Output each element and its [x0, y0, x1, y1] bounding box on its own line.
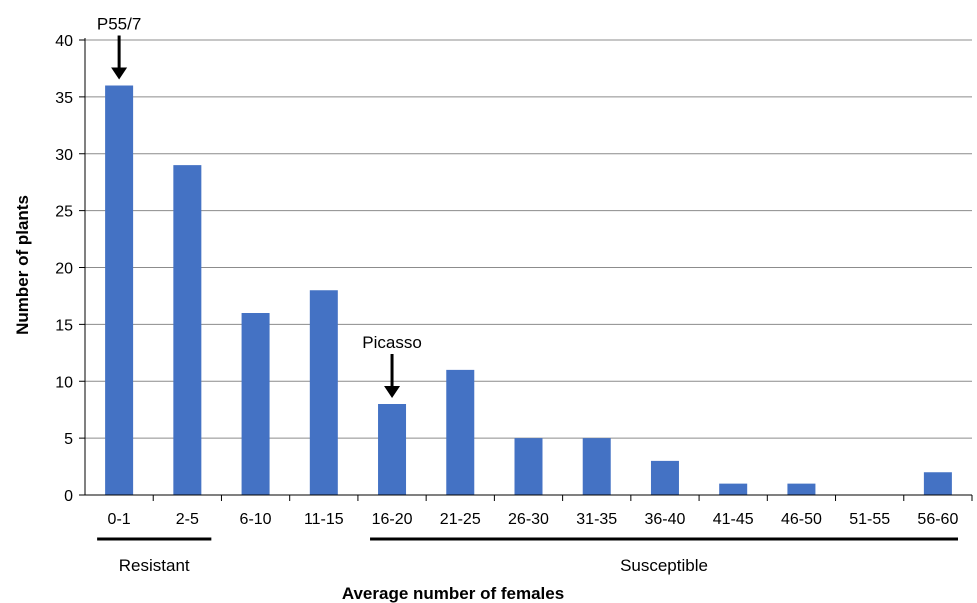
y-tick-label: 0 — [64, 488, 73, 505]
x-tick-label: 46-50 — [781, 511, 822, 528]
group-brackets: Resistant Susceptible — [97, 537, 958, 575]
y-tick-labels: 0 5 10 15 20 25 30 35 40 — [55, 33, 73, 505]
x-tick-label: 26-30 — [508, 511, 549, 528]
x-tick-label: 36-40 — [645, 511, 686, 528]
x-tick-label: 11-15 — [304, 511, 344, 528]
y-tick-label: 10 — [55, 374, 73, 391]
annotations: P55/7 Picasso — [97, 15, 422, 398]
annotation-label: P55/7 — [97, 15, 141, 34]
group-label: Resistant — [119, 556, 190, 575]
bar — [719, 483, 748, 495]
annotation-label: Picasso — [362, 333, 422, 352]
bar — [378, 404, 407, 495]
bars — [105, 85, 952, 495]
axes — [79, 38, 973, 501]
y-axis-title: Number of plants — [13, 195, 32, 335]
x-tick-label: 21-25 — [440, 511, 481, 528]
y-tick-label: 40 — [55, 33, 73, 50]
annotation-arrow-head — [111, 67, 128, 80]
x-tick-label: 31-35 — [576, 511, 617, 528]
bar — [787, 483, 816, 495]
x-tick-labels: 0-1 2-5 6-10 11-15 16-20 21-25 26-30 31-35 36-40… — [108, 511, 959, 528]
y-tick-label: 30 — [55, 147, 73, 164]
x-tick-label: 56-60 — [917, 511, 958, 528]
y-tick-label: 35 — [55, 90, 73, 107]
group-label: Susceptible — [620, 556, 708, 575]
bar — [514, 438, 543, 495]
bar — [650, 460, 679, 495]
bar — [173, 165, 202, 495]
x-tick-label: 41-45 — [713, 511, 754, 528]
y-tick-label: 15 — [55, 317, 73, 334]
bar — [309, 290, 338, 495]
x-tick-label: 0-1 — [108, 511, 131, 528]
bar — [923, 472, 952, 495]
bar — [105, 85, 134, 495]
x-tick-label: 51-55 — [849, 511, 890, 528]
x-tick-label: 16-20 — [372, 511, 413, 528]
bar — [241, 313, 270, 495]
gridlines — [85, 39, 972, 439]
y-tick-label: 25 — [55, 204, 73, 221]
y-tick-label: 20 — [55, 261, 73, 278]
annotation-arrow-head — [384, 386, 401, 398]
x-tick-label: 6-10 — [240, 511, 272, 528]
x-tick-label: 2-5 — [176, 511, 199, 528]
bar — [582, 438, 611, 495]
x-axis-title: Average number of females — [342, 584, 564, 603]
bar — [446, 369, 475, 495]
y-tick-label: 5 — [64, 431, 73, 448]
